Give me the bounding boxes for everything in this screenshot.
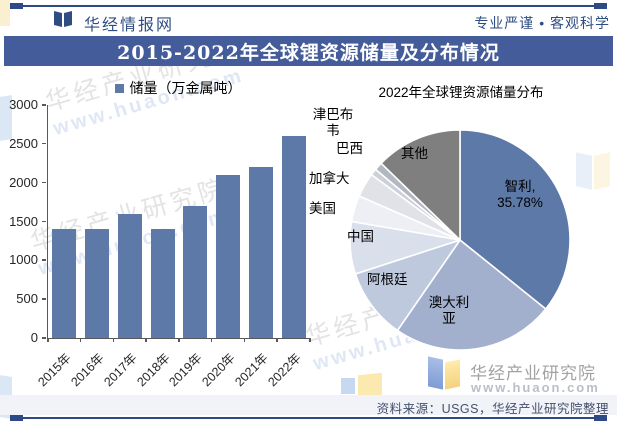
brand-book-page-left: [54, 11, 62, 27]
bar-2022年: [281, 136, 306, 338]
y-tick-mark: [42, 259, 46, 261]
y-tick-mark: [42, 220, 46, 222]
top-rule: [10, 5, 607, 7]
bottom-rule-right-cap: [594, 415, 607, 421]
footer-book-page-right: [445, 359, 460, 390]
y-tick-label-2000: 2000: [9, 174, 38, 190]
x-tick-mark: [79, 338, 82, 342]
y-tick-mark: [42, 181, 46, 184]
brand-book-page-right: [64, 11, 72, 27]
bar-2019年: [183, 205, 208, 338]
pie-label-canada: 加拿大: [309, 171, 350, 186]
pie-label-usa: 美国: [309, 201, 336, 216]
x-tick-mark: [178, 338, 180, 342]
page-title: 2015-2022年全球锂资源储量及分布情况: [117, 41, 500, 64]
y-tick-label-3000: 3000: [9, 97, 38, 112]
legend-swatch-icon: [114, 83, 124, 93]
pie-slice-澳大利亚: [396, 239, 547, 351]
y-tick-label-2500: 2500: [9, 135, 38, 151]
source-text: 资料来源：USGS，华经产业研究院整理: [376, 402, 609, 416]
watermark-book-page-left: [576, 152, 592, 190]
brand-book-icon: [54, 11, 72, 27]
footer-book-icon: [428, 356, 460, 390]
x-tick-mark: [210, 338, 213, 342]
y-tick-mark: [42, 337, 46, 339]
y-tick-label-500: 500: [16, 291, 38, 307]
brand-slogan: 专业严谨 • 客观科学: [474, 15, 610, 31]
y-tick-mark: [42, 298, 46, 300]
bottom-rule-left-cap: [10, 415, 23, 421]
pie-label-chile: 智利, 35.78%: [478, 179, 562, 210]
pie-label-chile-value: 35.78%: [497, 194, 543, 210]
y-tick-label-1000: 1000: [9, 252, 38, 268]
x-tick-mark: [145, 338, 147, 342]
bar-chart-plot-area: [47, 105, 310, 339]
y-tick-label-0: 0: [30, 330, 38, 345]
legend-label: 储量（万金属吨）: [129, 80, 242, 96]
pie-slice-阿根廷: [354, 239, 461, 332]
pie-slice-其他: [380, 129, 461, 241]
x-tick-mark: [47, 338, 49, 342]
pie-chart-title: 2022年全球锂资源储量分布: [378, 85, 544, 100]
bar-2018年: [150, 229, 175, 338]
y-tick-label-1500: 1500: [9, 213, 38, 229]
watermark-book-icon: [576, 152, 610, 190]
bar-chart-x-axis-ticks: [47, 338, 311, 343]
bar-2020年: [216, 174, 241, 338]
bar-2015年: [52, 229, 77, 338]
pie-label-australia-line2: 亚: [442, 310, 456, 326]
watermark-book-page-right: [594, 152, 610, 190]
y-tick-mark: [42, 142, 46, 145]
pie-label-other: 其他: [401, 146, 428, 161]
pie-label-zimbabwe: 津巴布韦: [312, 107, 354, 138]
bottom-rule: [10, 417, 607, 419]
x-tick-mark: [112, 338, 114, 342]
footer-logo-url: www.huaon.com: [471, 380, 600, 395]
pie-label-brazil: 巴西: [336, 141, 363, 156]
bar-2016年: [85, 229, 110, 338]
pie-label-argentina: 阿根廷: [367, 272, 408, 287]
x-tick-mark: [309, 338, 311, 342]
x-tick-mark: [243, 338, 245, 342]
footer-book-page-left: [428, 356, 443, 390]
title-banner: 2015-2022年全球锂资源储量及分布情况: [4, 36, 613, 66]
footer-strip: [0, 395, 617, 415]
pie-chart: [349, 129, 571, 351]
pie-label-australia-line1: 澳大利: [428, 295, 470, 310]
header: 华经情报网 专业严谨 • 客观科学: [0, 9, 617, 35]
x-tick-mark: [276, 338, 278, 342]
footer-tile-blue: [341, 378, 355, 394]
bar-2021年: [248, 167, 273, 338]
bar-chart-legend: 储量（万金属吨）: [58, 78, 298, 98]
bar-chart-y-axis: 0 500 1000 1500 2000 2500 3000: [0, 97, 46, 345]
top-rule-left-cap: [10, 3, 23, 9]
footer-logo-text: 华经产业研究院: [470, 364, 596, 383]
bar-chart-x-axis-labels: 2015年 2016年 2017年 2018年 2019年 2020年 2021年 2022年: [36, 343, 309, 389]
top-rule-right-cap: [594, 3, 607, 9]
pie-label-chile-name: 智利,: [504, 179, 536, 194]
pie-label-china: 中国: [347, 229, 374, 244]
bar-2017年: [117, 213, 142, 338]
brand-name: 华经情报网: [84, 17, 175, 34]
pie-slice-智利: [459, 129, 571, 310]
y-tick-mark: [42, 104, 46, 106]
pie-label-australia: 澳大利 亚: [420, 295, 478, 326]
